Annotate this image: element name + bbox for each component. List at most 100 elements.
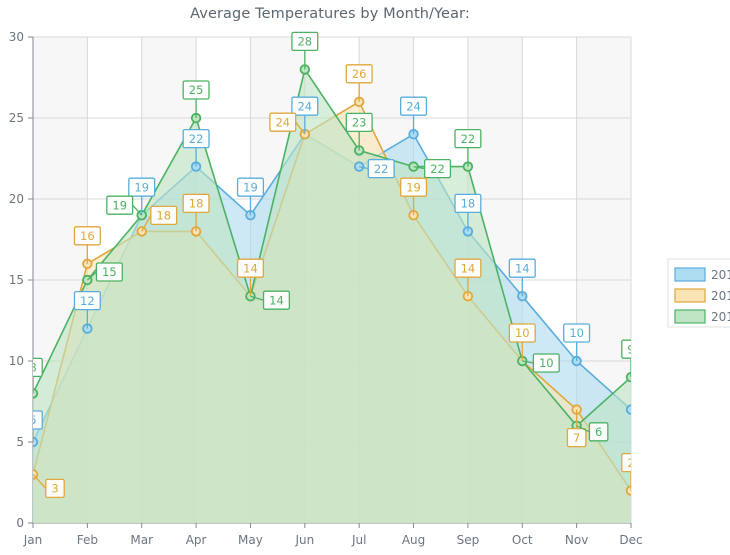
data-label-box bbox=[182, 193, 210, 214]
data-label: 18 bbox=[189, 197, 204, 211]
series-group bbox=[33, 67, 631, 523]
data-label-box bbox=[73, 226, 101, 246]
label-connector bbox=[295, 121, 306, 135]
label-connector bbox=[141, 215, 152, 232]
data-label: 25 bbox=[189, 83, 204, 97]
data-label: 2 bbox=[627, 456, 634, 470]
x-axis-tick-label: Oct bbox=[512, 533, 533, 547]
label-connector bbox=[576, 425, 590, 433]
data-label: 16 bbox=[80, 229, 95, 243]
x-axis-tick-label: Mar bbox=[130, 533, 153, 547]
data-label: 24 bbox=[406, 99, 421, 113]
data-label-box bbox=[182, 80, 210, 100]
data-label: 6 bbox=[595, 425, 602, 439]
data-label: 14 bbox=[515, 261, 530, 275]
data-label: 10 bbox=[569, 326, 584, 340]
data-label-box bbox=[33, 357, 43, 378]
data-label: 28 bbox=[297, 35, 312, 49]
data-label: 14 bbox=[461, 261, 476, 275]
data-point[interactable] bbox=[29, 469, 39, 480]
label-connector bbox=[250, 295, 264, 301]
label-connector bbox=[359, 165, 369, 170]
data-label-box bbox=[454, 128, 482, 149]
data-label: 19 bbox=[134, 180, 149, 194]
label-connector bbox=[522, 360, 534, 364]
data-label-box bbox=[262, 290, 291, 310]
x-axis-tick-label: Jun bbox=[294, 533, 314, 547]
legend: 2013 2014 2015 bbox=[667, 258, 730, 328]
data-label-box bbox=[399, 96, 428, 116]
data-label: 22 bbox=[461, 132, 476, 146]
data-label: 3 bbox=[51, 482, 58, 496]
x-axis-tick-label: Apr bbox=[186, 533, 207, 547]
data-label-box bbox=[128, 177, 156, 197]
label-connector bbox=[132, 204, 143, 216]
data-label-box bbox=[291, 96, 319, 116]
data-label-box bbox=[106, 195, 134, 215]
data-label: 7 bbox=[649, 405, 656, 419]
data-label: 10 bbox=[539, 356, 554, 370]
data-label-box bbox=[621, 452, 631, 473]
y-axis-tick-label: 20 bbox=[9, 192, 24, 206]
data-label-box bbox=[236, 258, 265, 278]
legend-swatch-2015[interactable] bbox=[674, 309, 706, 324]
legend-label-2015[interactable]: 2015 bbox=[711, 310, 730, 324]
data-label-box bbox=[508, 258, 536, 278]
label-connector bbox=[33, 473, 47, 489]
data-label-box bbox=[367, 158, 395, 179]
data-label-box bbox=[423, 158, 452, 179]
data-label-box bbox=[532, 353, 560, 373]
x-axis-tick-label: Aug bbox=[402, 533, 425, 547]
data-label-box bbox=[345, 112, 373, 133]
data-label-box bbox=[45, 478, 65, 499]
legend-label-2014[interactable]: 2014 bbox=[711, 289, 730, 303]
data-label-box bbox=[454, 193, 482, 214]
legend-swatch-2013[interactable] bbox=[674, 267, 706, 282]
chart-title: Average Temperatures by Month/Year: bbox=[190, 6, 470, 22]
data-label: 14 bbox=[269, 293, 284, 307]
data-label: 5 bbox=[29, 413, 36, 427]
data-label: 9 bbox=[627, 342, 634, 356]
data-point[interactable] bbox=[625, 404, 636, 415]
data-label: 10 bbox=[515, 326, 530, 340]
data-label: 15 bbox=[102, 265, 117, 279]
data-labels-group: 5121922192422241814107316181814242619141… bbox=[29, 31, 662, 499]
data-label: 19 bbox=[406, 180, 421, 194]
data-label-box bbox=[150, 205, 178, 226]
data-point[interactable] bbox=[625, 372, 636, 383]
data-label: 22 bbox=[374, 162, 389, 176]
data-label: 14 bbox=[243, 261, 258, 275]
data-label-box bbox=[621, 339, 631, 359]
data-label: 18 bbox=[156, 209, 171, 223]
data-label-box bbox=[454, 258, 482, 278]
legend-swatch-2014[interactable] bbox=[674, 288, 706, 303]
data-label-box bbox=[563, 323, 591, 343]
x-axis-tick-label: Jul bbox=[351, 533, 366, 547]
data-label: 26 bbox=[352, 67, 367, 81]
y-axis-tick-label: 0 bbox=[16, 516, 24, 530]
data-label-box bbox=[588, 422, 609, 442]
data-label-box bbox=[95, 262, 123, 282]
data-label-box bbox=[182, 128, 210, 149]
x-axis-tick-label: Feb bbox=[77, 533, 98, 547]
data-label-box bbox=[33, 410, 43, 430]
data-label-box bbox=[508, 323, 536, 343]
data-label-box bbox=[644, 403, 662, 421]
data-label-box bbox=[269, 112, 297, 132]
series-area bbox=[33, 69, 631, 523]
x-axis-tick-label: Jan bbox=[23, 533, 43, 547]
x-axis-tick-label: Sep bbox=[457, 533, 480, 547]
data-label-box bbox=[345, 64, 373, 84]
data-label: 22 bbox=[430, 162, 445, 176]
data-label: 7 bbox=[573, 431, 580, 445]
x-axis-tick-label: Dec bbox=[619, 533, 642, 547]
data-label-box bbox=[236, 177, 265, 197]
legend-label-2013[interactable]: 2013 bbox=[711, 268, 730, 282]
data-point[interactable] bbox=[625, 485, 636, 496]
y-axis-tick-label: 30 bbox=[9, 30, 24, 44]
data-label-box bbox=[566, 427, 587, 448]
y-axis-tick-label: 25 bbox=[9, 111, 24, 125]
y-axis-tick-label: 10 bbox=[9, 354, 24, 368]
